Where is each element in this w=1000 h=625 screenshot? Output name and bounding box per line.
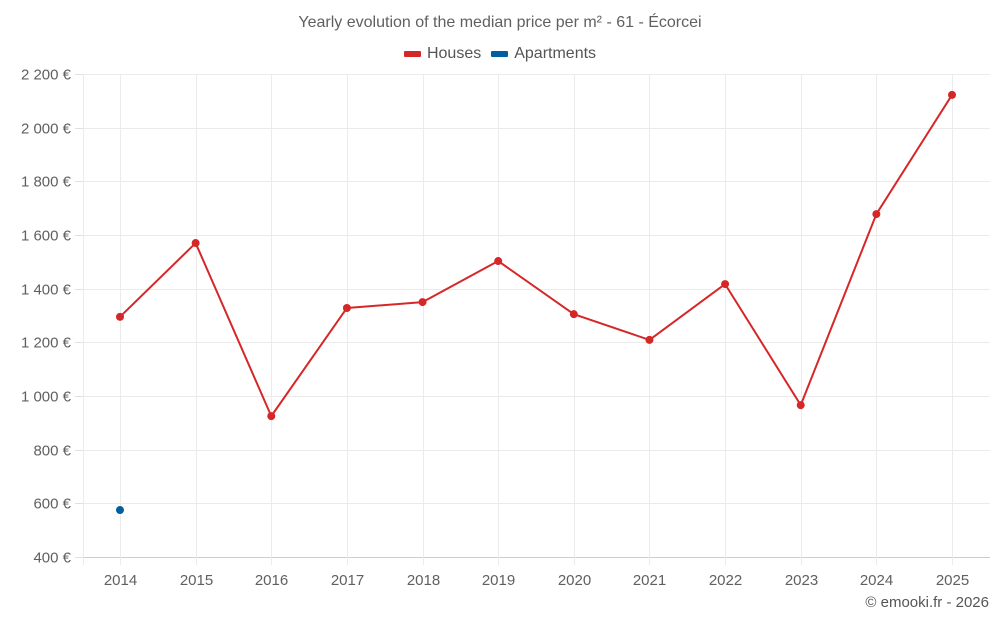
x-tick-label: 2025 [936,572,969,589]
data-point-houses[interactable] [116,312,124,321]
legend-label-houses: Houses [426,45,482,62]
data-point-houses[interactable] [267,412,276,421]
y-axis: 400 € 600 € 800 € 1 000 € 1 200 € 1 400 € 1 60… [21,67,72,567]
data-point-houses[interactable] [191,239,200,248]
data-point-houses[interactable] [569,310,578,319]
copyright-credit: © emooki.fr - 2026 [865,594,989,611]
y-tick-label: 1 200 € [21,335,72,352]
legend-item-houses[interactable]: Houses [403,45,482,63]
y-tick-label: 2 200 € [21,67,72,84]
x-tick-label: 2016 [255,572,288,589]
chart-title: Yearly evolution of the median price per… [298,14,702,31]
legend-label-apartments: Apartments [514,45,597,62]
x-tick-label: 2019 [482,572,515,589]
series-line-houses [119,94,953,418]
x-tick-label: 2015 [180,572,213,589]
data-point-apartments[interactable] [116,506,124,515]
y-tick-label: 1 800 € [21,174,72,191]
x-tick-label: 2021 [633,572,666,589]
apartments-swatch-icon [491,51,509,57]
data-point-houses[interactable] [796,401,805,410]
houses-swatch-icon [403,51,421,57]
gridlines [75,74,990,565]
y-tick-label: 1 000 € [21,389,72,406]
x-tick-label: 2014 [104,572,137,589]
data-point-houses[interactable] [342,303,351,312]
y-tick-label: 400 € [33,550,71,567]
x-tick-label: 2020 [558,572,591,589]
data-point-houses[interactable] [494,257,503,266]
y-tick-label: 2 000 € [21,121,72,138]
x-tick-label: 2018 [407,572,440,589]
data-point-houses[interactable] [872,210,881,219]
x-tick-label: 2023 [785,572,818,589]
y-tick-label: 600 € [33,496,71,513]
x-axis: 2014 2015 2016 2017 2018 2019 2020 2021 2022 2023… [104,572,969,589]
series-layer [116,90,956,515]
legend: Houses Apartments [0,45,1000,63]
data-point-houses[interactable] [721,280,730,289]
x-tick-label: 2024 [860,572,893,589]
x-tick-label: 2022 [709,572,742,589]
legend-item-apartments[interactable]: Apartments [491,45,596,63]
data-point-houses[interactable] [418,298,427,307]
data-point-houses[interactable] [948,90,956,99]
x-tick-label: 2017 [331,572,364,589]
y-tick-label: 1 600 € [21,228,72,245]
y-tick-label: 1 400 € [21,282,72,299]
y-tick-label: 800 € [33,443,71,460]
data-point-houses[interactable] [645,335,654,344]
